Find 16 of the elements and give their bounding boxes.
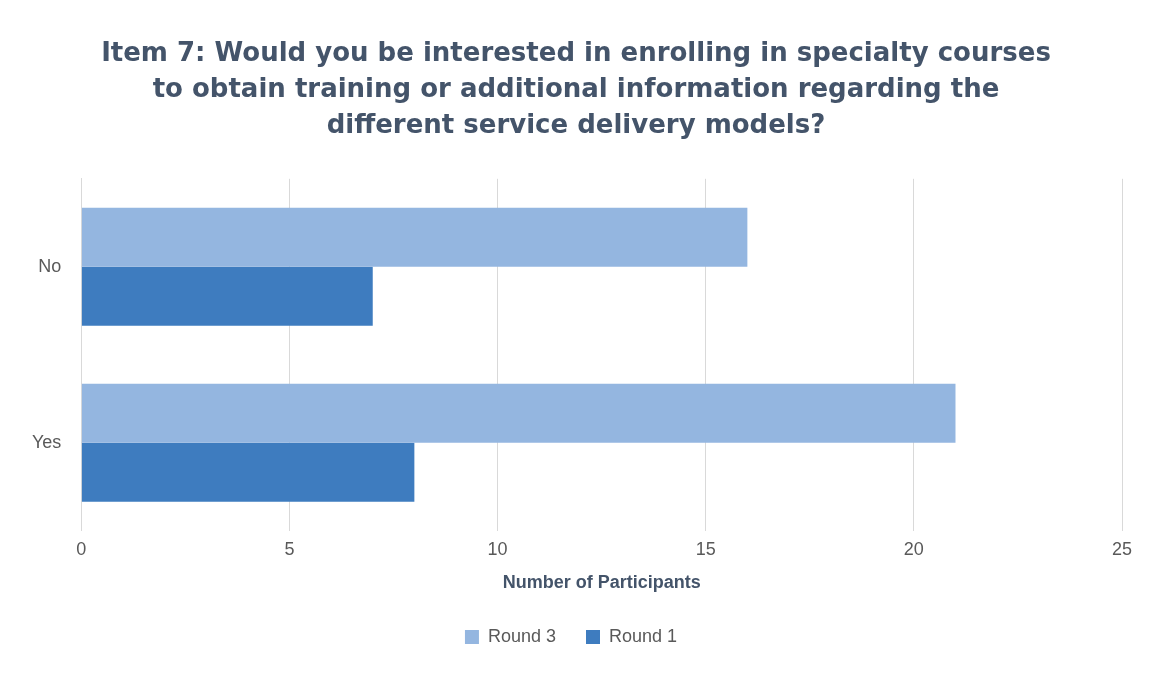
bar <box>81 442 415 502</box>
legend-label: Round 1 <box>609 625 678 646</box>
x-tick-label: 15 <box>695 538 716 559</box>
y-tick-label: Yes <box>31 431 62 452</box>
x-tick-label: 0 <box>76 538 87 559</box>
x-axis-title: Number of Participants <box>502 572 701 593</box>
x-tick-label: 20 <box>903 538 924 559</box>
x-tick-label: 25 <box>1111 538 1133 559</box>
legend-label: Round 3 <box>487 625 557 646</box>
chart-title: Item 7: Would you be interested in enrolling in specialty courses to obtain training or additional information regarding the different service delivery models? <box>100 36 1052 141</box>
bar <box>81 207 748 267</box>
x-tick-label: 5 <box>284 538 295 559</box>
y-tick-label: No <box>38 255 62 276</box>
x-tick-label: 10 <box>487 538 508 559</box>
bar <box>81 266 373 326</box>
bar <box>81 383 956 443</box>
